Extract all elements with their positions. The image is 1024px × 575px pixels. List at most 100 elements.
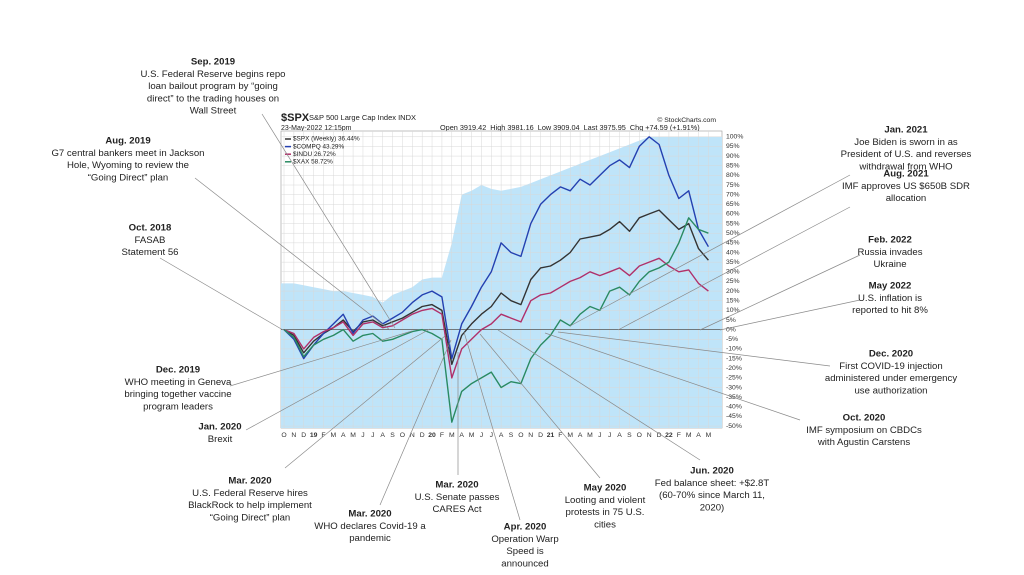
- annotation-text: allocation: [886, 193, 927, 204]
- y-tick-label: 35%: [726, 259, 740, 266]
- y-tick-label: 40%: [726, 249, 740, 256]
- x-tick-label: N: [647, 432, 652, 439]
- x-tick-label: A: [499, 432, 504, 439]
- annotation-leader: [159, 257, 284, 331]
- legend-label: $COMPQ 43.29%: [293, 143, 344, 150]
- annotation-text: direct” to the trading houses on: [147, 93, 279, 104]
- x-tick-label: M: [469, 432, 475, 439]
- x-tick-label: S: [627, 432, 632, 439]
- y-tick-label: 10%: [726, 307, 740, 314]
- x-tick-label: D: [538, 432, 543, 439]
- annotation-date: Dec. 2020: [869, 349, 913, 360]
- x-tick-label: M: [706, 432, 712, 439]
- annotation-text: Fed balance sheet: +$2.8T: [655, 478, 770, 489]
- y-tick-label: -20%: [726, 365, 742, 372]
- annotation-text: with Agustin Carstens: [817, 437, 910, 448]
- area: [281, 136, 722, 429]
- annotation-text: administered under emergency: [825, 373, 957, 384]
- annotation-date: Feb. 2022: [868, 235, 912, 246]
- annotation-text: IMF approves US $650B SDR: [842, 181, 970, 192]
- x-tick-label: J: [490, 432, 493, 439]
- annotation-text: President of U.S. and reverses: [841, 149, 972, 160]
- x-tick-label: J: [598, 432, 601, 439]
- annotation-text: pandemic: [349, 533, 391, 544]
- timestamp: 23-May-2022 12:15pm: [281, 125, 352, 132]
- annotation-date: May 2022: [869, 281, 912, 292]
- annotation-leader: [194, 177, 391, 331]
- y-tick-label: -10%: [726, 346, 742, 353]
- annotation-date: May 2020: [584, 483, 627, 494]
- y-tick-label: 95%: [726, 143, 740, 150]
- annotation-text: bringing together vaccine: [124, 389, 231, 400]
- annotation-date: Jun. 2020: [690, 466, 734, 477]
- annotation-text: use authorization: [854, 385, 927, 396]
- x-tick-label: M: [686, 432, 692, 439]
- x-tick-label: N: [528, 432, 533, 439]
- y-tick-label: 80%: [726, 172, 740, 179]
- annotation-leader: [463, 331, 521, 521]
- y-tick-label: -25%: [726, 375, 742, 382]
- legend-label: $INDU 26.72%: [293, 151, 336, 158]
- annotation-text: First COVID-19 injection: [839, 361, 942, 372]
- y-tick-label: -50%: [726, 423, 742, 430]
- source: © StockCharts.com: [657, 116, 716, 124]
- annotation-leader: [497, 329, 701, 461]
- x-tick-label: M: [587, 432, 593, 439]
- annotation-leader: [544, 332, 801, 421]
- annotation-leader: [569, 174, 851, 327]
- annotation-text: WHO meeting in Geneva: [125, 377, 232, 388]
- annotation-date: Jan. 2020: [198, 422, 241, 433]
- x-tick-label: 19: [310, 432, 318, 439]
- x-tick-label: 20: [428, 432, 436, 439]
- annotation-date: Jan. 2021: [884, 125, 928, 136]
- y-tick-label: -15%: [726, 355, 742, 362]
- y-tick-label: -5%: [726, 336, 738, 343]
- x-tick-label: O: [637, 432, 642, 439]
- y-tick-label: 0%: [726, 326, 736, 333]
- annotation-text: Statement 56: [121, 247, 178, 258]
- annotation-text: 2020): [700, 502, 725, 513]
- series-line: [283, 209, 709, 366]
- annotation-date: Apr. 2020: [504, 522, 547, 533]
- y-tick-label: -30%: [726, 384, 742, 391]
- x-tick-label: D: [657, 432, 662, 439]
- x-tick-label: A: [578, 432, 583, 439]
- annotation-text: Hole, Wyoming to review the: [67, 160, 189, 171]
- annotation-date: Aug. 2019: [105, 136, 150, 147]
- x-tick-label: 21: [547, 432, 555, 439]
- y-tick-label: 25%: [726, 278, 740, 285]
- annotation-text: IMF symposium on CBDCs: [806, 425, 922, 436]
- annotation-text: Wall Street: [190, 106, 237, 117]
- y-tick-label: 60%: [726, 211, 740, 218]
- x-tick-label: M: [567, 432, 573, 439]
- annotation-leader: [617, 206, 851, 331]
- annotation-text: Brexit: [208, 434, 233, 445]
- annotation-leader: [479, 333, 601, 479]
- x-tick-label: D: [301, 432, 306, 439]
- annotation-text: “Going Direct” plan: [88, 172, 169, 183]
- annotation-text: U.S. inflation is: [858, 293, 922, 304]
- x-tick-label: O: [281, 432, 286, 439]
- annotation-date: Dec. 2019: [156, 365, 200, 376]
- series-line: [283, 217, 709, 423]
- annotation-leader: [379, 339, 452, 506]
- annotation-text: announced: [501, 558, 548, 569]
- chart-title: S&P 500 Large Cap Index INDX: [309, 113, 416, 122]
- annotation-text: withdrawal from WHO: [858, 161, 952, 172]
- annotation-text: protests in 75 U.S.: [566, 507, 645, 518]
- annotation-text: Joe Biden is sworn in as: [854, 137, 958, 148]
- y-tick-label: 75%: [726, 182, 740, 189]
- annotation-text: BlackRock to help implement: [188, 500, 312, 511]
- y-tick-label: 65%: [726, 201, 740, 208]
- annotation-text: CARES Act: [432, 504, 481, 515]
- y-tick-label: 20%: [726, 288, 740, 295]
